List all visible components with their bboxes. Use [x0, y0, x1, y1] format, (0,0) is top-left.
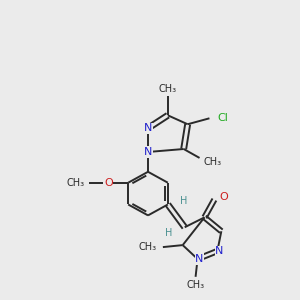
Text: CH₃: CH₃ — [139, 242, 157, 252]
Text: CH₃: CH₃ — [203, 157, 222, 167]
Text: Cl: Cl — [218, 113, 228, 123]
Text: N: N — [195, 254, 204, 264]
Text: O: O — [219, 192, 228, 202]
Text: H: H — [180, 196, 187, 206]
Text: N: N — [144, 123, 152, 133]
Text: N: N — [215, 246, 224, 256]
Text: O: O — [104, 178, 113, 188]
Text: CH₃: CH₃ — [187, 280, 205, 290]
Text: H: H — [165, 228, 173, 238]
Text: CH₃: CH₃ — [159, 84, 177, 94]
Text: CH₃: CH₃ — [67, 178, 85, 188]
Text: N: N — [144, 147, 152, 157]
